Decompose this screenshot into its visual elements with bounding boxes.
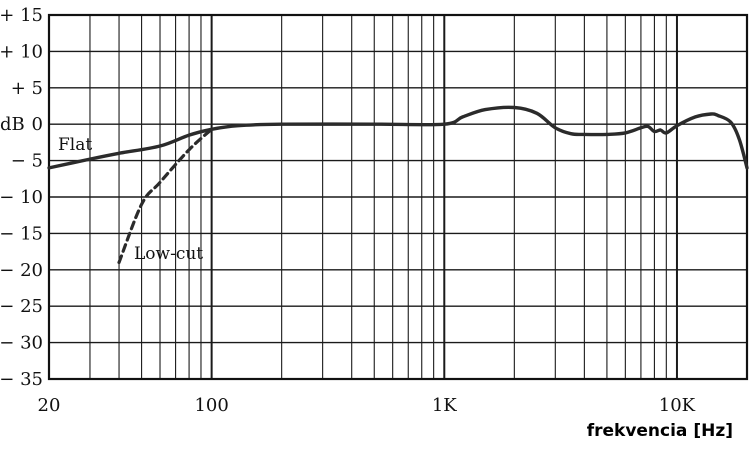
flat-series-label: Flat bbox=[58, 135, 92, 155]
y-tick-label: − 15 bbox=[0, 223, 43, 244]
y-tick-label: − 20 bbox=[0, 260, 43, 281]
y-tick-label: − 30 bbox=[0, 333, 43, 354]
x-tick-label: 1K bbox=[432, 395, 457, 416]
x-tick-label: 20 bbox=[38, 395, 61, 416]
y-tick-label: + 15 bbox=[0, 5, 43, 26]
y-tick-label: 0 bbox=[32, 114, 43, 135]
y-tick-label: − 25 bbox=[0, 296, 43, 317]
series-layer bbox=[47, 105, 749, 265]
series-line-flat bbox=[47, 105, 749, 170]
series-line-low-cut bbox=[117, 127, 214, 265]
y-tick-label: − 35 bbox=[0, 369, 43, 390]
plot-frame bbox=[47, 13, 749, 381]
x-tick-label: 100 bbox=[194, 395, 228, 416]
tick-labels: + 15 + 10 + 5 0 − 5 − 10 − 15 − 20 − 25 − 30 − 35 2… bbox=[0, 5, 696, 416]
x-axis-label: frekvencia [Hz] bbox=[587, 421, 733, 441]
x-tick-label: 10K bbox=[659, 395, 696, 416]
low-cut-series-label: Low-cut bbox=[134, 244, 203, 264]
y-tick-label: − 10 bbox=[0, 187, 43, 208]
chart-grid bbox=[47, 13, 749, 381]
y-tick-label: − 5 bbox=[11, 151, 43, 172]
y-tick-label: + 5 bbox=[11, 78, 43, 99]
y-tick-label: + 10 bbox=[0, 41, 43, 62]
y-axis-label: dB bbox=[0, 114, 25, 135]
